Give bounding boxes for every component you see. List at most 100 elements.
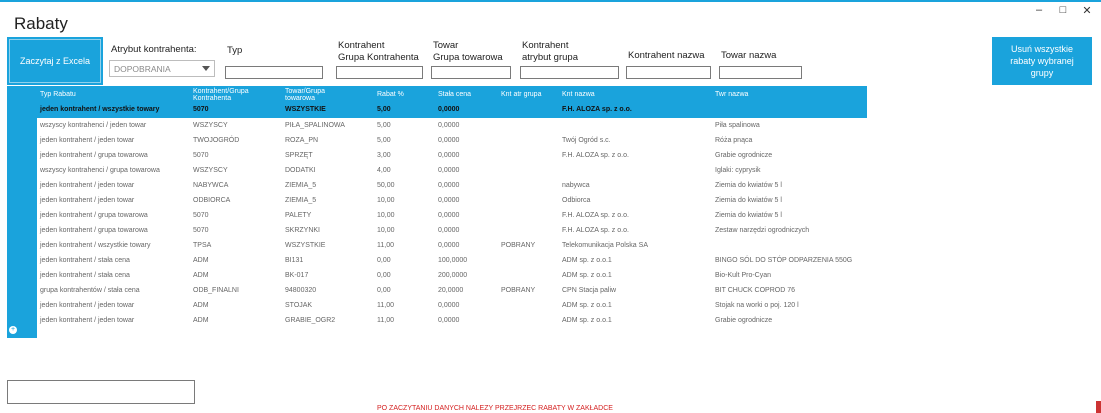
knt-nazwa-cell: nabywca [562,182,590,189]
atrybut-select[interactable]: DOPOBRANIA [109,60,215,77]
typ-cell: grupa kontrahentów / stała cena [40,287,140,294]
rabat-cell: 0,00 [377,287,391,294]
table-row[interactable]: jeden kontrahent / jeden towar ADM STOJAK 1… [37,298,867,313]
knt-nazwa-cell: ADM sp. z o.o.1 [562,302,612,309]
stala-cena-cell: 0,0000 [438,242,460,249]
knt-nazwa-cell: ADM sp. z o.o.1 [562,317,612,324]
table-row[interactable]: jeden kontrahent / jeden towar ADM GRABIE_… [37,313,867,328]
knt-nazwa-cell: Telekomunikacja Polska SA [562,242,648,249]
knt-nazwa-cell: Odbiorca [562,197,591,204]
stala-cena-cell: 0,0000 [438,122,460,129]
stala-cena-cell: 0,0000 [438,137,460,144]
col-towar-header-1[interactable]: Towar/Grupa [285,88,326,95]
add-row-icon[interactable]: + [9,326,17,334]
kontrahent-cell: WSZYSCY [193,122,228,129]
rabat-cell: 4,00 [377,167,391,174]
maximize-icon[interactable]: □ [1059,4,1067,16]
table-row[interactable]: jeden kontrahent / jeden towar NABYWCA ZIE… [37,178,867,193]
twr-nazwa-cell: Ziemia do kwiatów 5 l [715,212,782,219]
towar-cell: PALETY [285,212,312,219]
col-stala-header[interactable]: Stała cena [438,91,472,98]
kontrahent-cell: TWOJOGRÓD [193,137,240,144]
towar-cell: GRABIE_OGR2 [285,317,336,324]
rabat-cell: 5,00 [377,122,391,129]
minimize-icon[interactable]: – [1035,4,1043,16]
col-kontrahent-header-2[interactable]: Kontrahenta [193,95,232,102]
knt-atr-cell: POBRANY [501,242,536,249]
col-twr-nazwa-header[interactable]: Twr nazwa [715,91,749,98]
table-row[interactable]: jeden kontrahent / stała cena ADM BI131 0,0… [37,253,867,268]
table-row[interactable]: jeden kontrahent / wszystkie towary 5070 W… [37,102,867,118]
grid-body: jeden kontrahent / wszystkie towary 5070 W… [37,102,867,328]
stala-cena-cell: 0,0000 [438,212,460,219]
rabat-cell: 5,00 [377,106,391,113]
discounts-grid: Typ Rabatu Kontrahent/Grupa Kontrahenta … [37,86,867,328]
table-row[interactable]: jeden kontrahent / grupa towarowa 5070 SPR… [37,148,867,163]
kontr-nazwa-filter-input[interactable] [626,66,711,79]
typ-cell: jeden kontrahent / stała cena [40,257,130,264]
table-row[interactable]: wszyscy kontrahenci / jeden towar WSZYSCY… [37,118,867,133]
table-row[interactable]: wszyscy kontrahenci / grupa towarowa WSZY… [37,163,867,178]
kontrahent-cell: ADM [193,317,209,324]
col-knt-nazwa-header[interactable]: Knt nazwa [562,91,595,98]
remove-all-discounts-button[interactable]: Usuń wszystkie rabaty wybranej grupy [992,37,1092,85]
towar-cell: ROZA_PN [285,137,319,144]
import-excel-button[interactable]: Zaczytaj z Excela [7,37,103,85]
towar-cell: SKRZYNKI [285,227,321,234]
atrybut-select-value: DOPOBRANIA [114,64,171,74]
kontrahent-cell: ADM [193,272,209,279]
towar-filter-input[interactable] [431,66,511,79]
twr-nazwa-cell: Bio-Kult Pro-Cyan [715,272,772,279]
stala-cena-cell: 0,0000 [438,167,460,174]
grid-header: Typ Rabatu Kontrahent/Grupa Kontrahenta … [37,86,867,102]
table-row[interactable]: grupa kontrahentów / stała cena ODB_FINAL… [37,283,867,298]
knt-nazwa-cell: F.H. ALOZA sp. z o.o. [562,227,629,234]
kontrahent-cell: ADM [193,302,209,309]
col-rabat-header[interactable]: Rabat % [377,91,404,98]
kontrahent-cell: NABYWCA [193,182,229,189]
table-row[interactable]: jeden kontrahent / grupa towarowa 5070 PAL… [37,208,867,223]
col-typ-header[interactable]: Typ Rabatu [40,91,76,98]
knt-nazwa-cell: ADM sp. z o.o.1 [562,257,612,264]
table-row[interactable]: jeden kontrahent / grupa towarowa 5070 SKR… [37,223,867,238]
rabat-cell: 0,00 [377,257,391,264]
rabat-cell: 10,00 [377,227,395,234]
top-accent-line [0,0,1101,2]
towar-nazwa-filter-input[interactable] [719,66,802,79]
typ-cell: jeden kontrahent / grupa towarowa [40,227,148,234]
typ-cell: jeden kontrahent / jeden towar [40,317,135,324]
table-row[interactable]: jeden kontrahent / stała cena ADM BK-017 0,… [37,268,867,283]
kontrahent-filter-input[interactable] [336,66,423,79]
col-kontrahent-header-1[interactable]: Kontrahent/Grupa [193,88,249,95]
col-towar-header-2[interactable]: towarowa [285,95,315,102]
table-row[interactable]: jeden kontrahent / jeden towar TWOJOGRÓD R… [37,133,867,148]
twr-nazwa-cell: Piła spalinowa [715,122,760,129]
kontrahent-cell: 5070 [193,152,209,159]
window-controls: – □ ✕ [1033,4,1093,17]
col-knt-atr-header[interactable]: Knt atr grupa [501,91,542,98]
twr-nazwa-cell: Ziemia do kwiatów 5 l [715,197,782,204]
bottom-input-box[interactable] [7,380,195,404]
towar-label-1: Towar [433,40,459,51]
page-title: Rabaty [14,14,68,33]
typ-filter-input[interactable] [225,66,323,79]
twr-nazwa-cell: Grabie ogrodnicze [715,317,773,324]
stala-cena-cell: 0,0000 [438,302,460,309]
rabat-cell: 50,00 [377,182,395,189]
kontr-atr-filter-input[interactable] [520,66,619,79]
stala-cena-cell: 0,0000 [438,182,460,189]
stala-cena-cell: 0,0000 [438,317,460,324]
row-selector-bar[interactable]: + [7,86,37,338]
typ-label: Typ [227,45,243,56]
towar-nazwa-label: Towar nazwa [721,50,777,61]
table-row[interactable]: jeden kontrahent / wszystkie towary TPSA W… [37,238,867,253]
typ-cell: jeden kontrahent / jeden towar [40,182,135,189]
towar-cell: ZIEMIA_5 [285,197,317,204]
typ-cell: jeden kontrahent / jeden towar [40,137,135,144]
typ-cell: jeden kontrahent / grupa towarowa [40,212,148,219]
twr-nazwa-cell: Ziemia do kwiatów 5 l [715,182,782,189]
towar-label-2: Grupa towarowa [433,52,503,63]
typ-cell: wszyscy kontrahenci / grupa towarowa [40,167,160,174]
close-icon[interactable]: ✕ [1082,5,1092,17]
table-row[interactable]: jeden kontrahent / jeden towar ODBIORCA ZI… [37,193,867,208]
